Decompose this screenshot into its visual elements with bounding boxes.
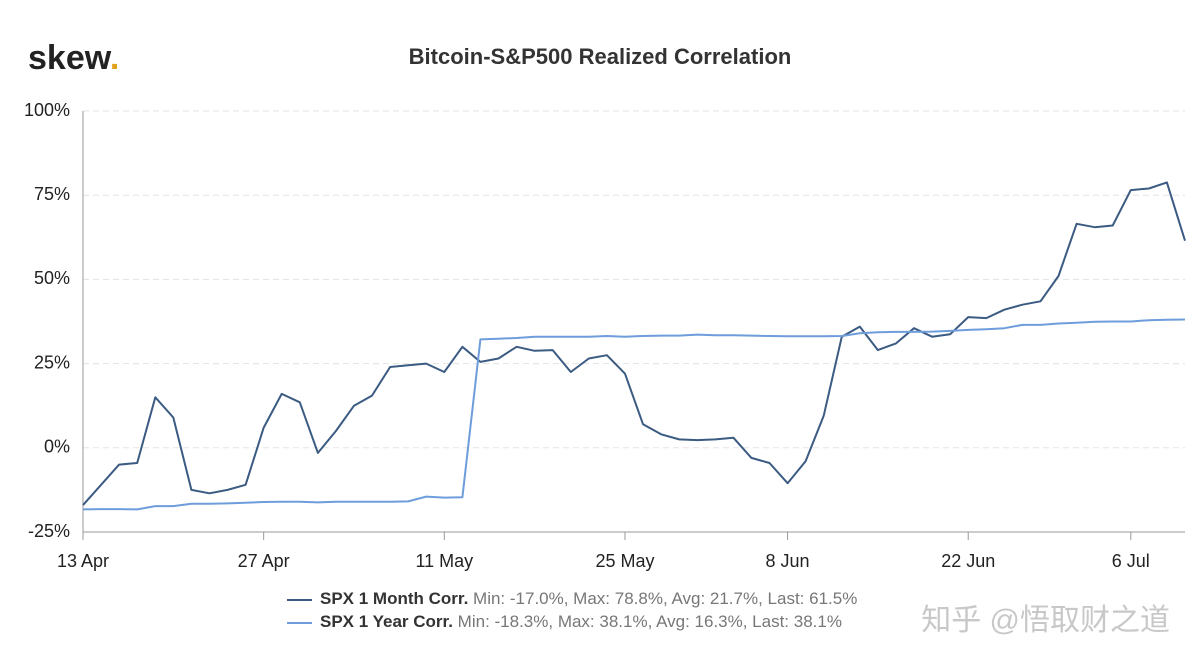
- logo: skew.: [28, 39, 119, 77]
- y-tick-label: 75%: [34, 184, 70, 204]
- y-tick-label: 100%: [24, 100, 70, 120]
- logo-word: skew: [28, 39, 112, 77]
- legend-stats: Min: -17.0%, Max: 78.8%, Avg: 21.7%, Las…: [473, 589, 857, 608]
- legend-stats: Min: -18.3%, Max: 38.1%, Avg: 16.3%, Las…: [458, 612, 842, 631]
- y-tick-label: 50%: [34, 268, 70, 288]
- series-line: [82, 318, 1186, 511]
- y-tick-label: 0%: [44, 437, 70, 457]
- x-tick-label: 11 May: [415, 551, 473, 571]
- x-tick-label: 13 Apr: [57, 551, 109, 571]
- watermark: 知乎 @悟取财之道: [921, 604, 1170, 637]
- legend-name: SPX 1 Year Corr.: [320, 612, 453, 631]
- series-line: [82, 181, 1186, 506]
- x-tick-label: 8 Jun: [766, 551, 810, 571]
- legend-name: SPX 1 Month Corr.: [320, 589, 468, 608]
- y-tick-label: 25%: [34, 352, 70, 372]
- x-tick-label: 6 Jul: [1112, 551, 1150, 571]
- logo-dot: .: [110, 39, 119, 77]
- y-tick-label: -25%: [28, 521, 70, 541]
- x-tick-label: 27 Apr: [238, 551, 290, 571]
- chart-title: Bitcoin-S&P500 Realized Correlation: [409, 44, 792, 69]
- x-tick-label: 25 May: [595, 551, 654, 571]
- legend-entry: SPX 1 Month Corr. Min: -17.0%, Max: 78.8…: [320, 589, 857, 608]
- legend-entry: SPX 1 Year Corr. Min: -18.3%, Max: 38.1%…: [320, 612, 842, 631]
- x-tick-label: 22 Jun: [941, 551, 995, 571]
